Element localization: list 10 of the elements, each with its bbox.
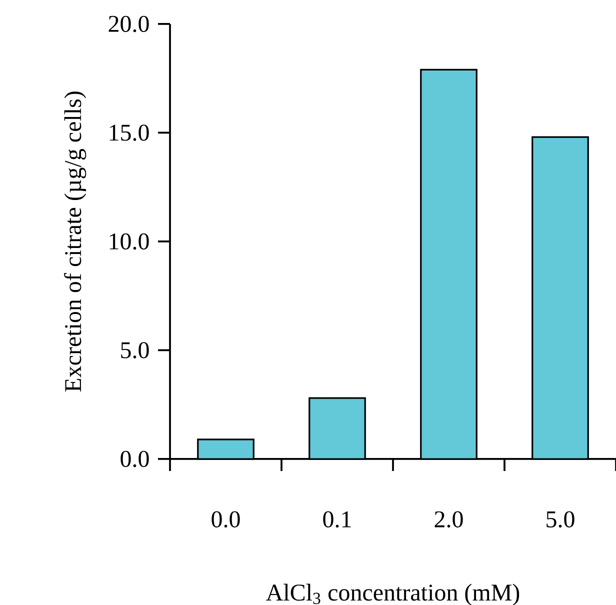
- y-tick-label: 10.0: [110, 233, 149, 250]
- y-tick-label: 15.0: [110, 124, 149, 141]
- x-tick-label: 5.0: [546, 511, 574, 528]
- y-tick-label: 0.0: [120, 450, 149, 468]
- x-tick-label: 2.0: [434, 511, 463, 528]
- y-tick-label: 20.0: [108, 16, 149, 32]
- y-axis-title: Excretion of citrate (µg/g cells): [64, 92, 86, 392]
- x-tick-label: 0.1: [323, 511, 351, 528]
- y-tick-label: 5.0: [121, 342, 149, 358]
- x-tick-label: 0.0: [212, 511, 240, 528]
